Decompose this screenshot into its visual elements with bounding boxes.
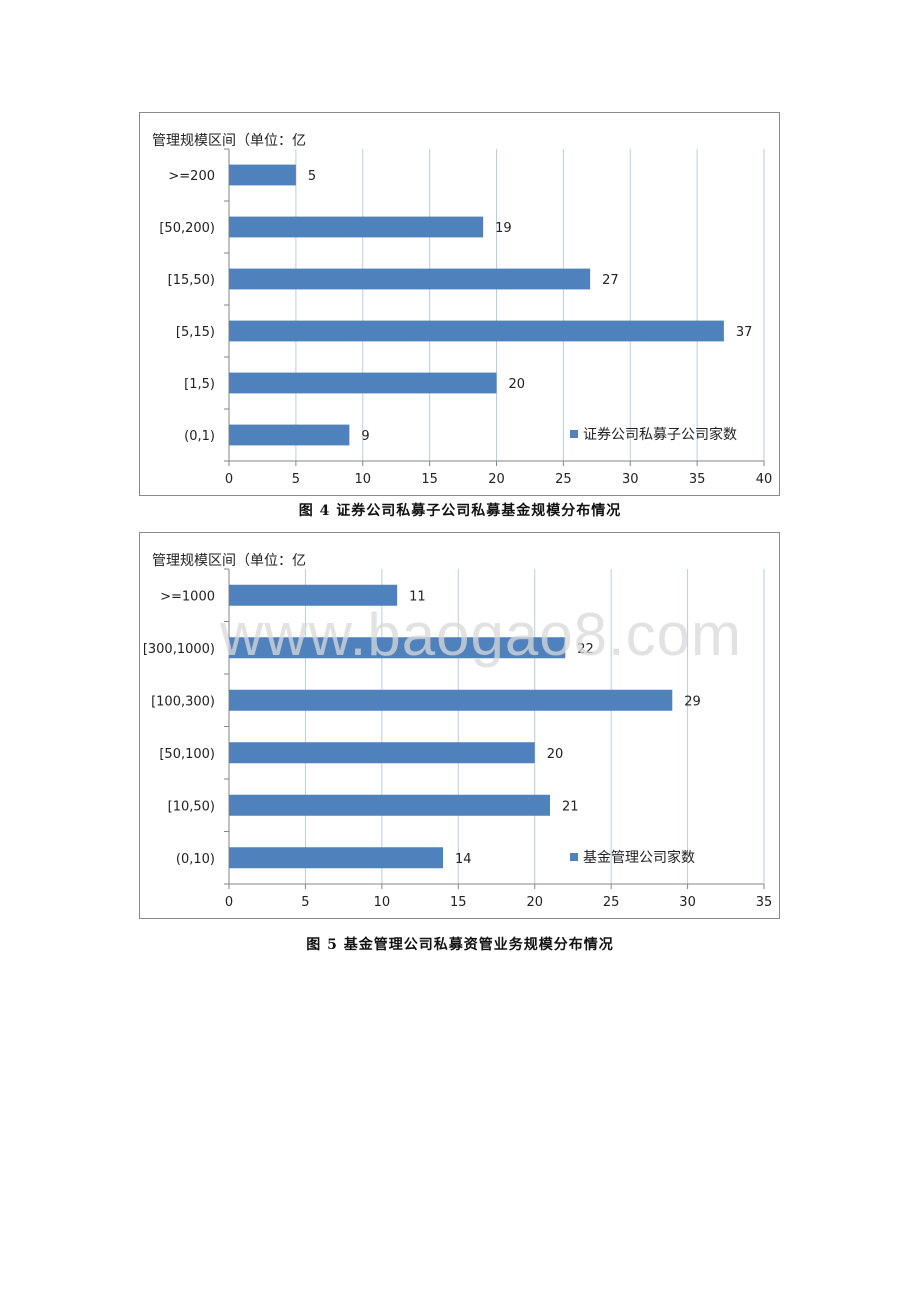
bar-4 — [229, 794, 550, 816]
bar-0 — [229, 584, 398, 606]
bar-5 — [229, 424, 350, 446]
x-tick-label: 0 — [225, 472, 233, 487]
category-label: [50,200) — [159, 221, 215, 236]
x-tick-label: 25 — [603, 895, 620, 910]
x-tick-label: 15 — [421, 472, 438, 487]
x-tick-label: 5 — [292, 472, 300, 487]
x-tick-label: 15 — [450, 895, 467, 910]
category-label: (0,1) — [184, 429, 215, 444]
bar-3 — [229, 742, 535, 764]
category-label: [5,15) — [176, 325, 215, 340]
category-label: [15,50) — [168, 273, 215, 288]
bar-2 — [229, 689, 673, 711]
data-label: 37 — [736, 325, 753, 340]
bar-1 — [229, 637, 566, 659]
x-tick-label: 5 — [301, 895, 309, 910]
legend-label: 证券公司私募子公司家数 — [583, 426, 737, 443]
x-tick-label: 20 — [488, 472, 505, 487]
category-label: >=1000 — [160, 589, 215, 604]
data-label: 14 — [455, 852, 472, 867]
category-label: [300,1000) — [143, 642, 215, 657]
x-tick-label: 0 — [225, 895, 233, 910]
legend-swatch — [570, 853, 578, 861]
bar-4 — [229, 372, 497, 394]
legend-label: 基金管理公司家数 — [583, 849, 695, 866]
category-label: [50,100) — [159, 747, 215, 762]
x-tick-label: 30 — [679, 895, 696, 910]
category-label: [10,50) — [168, 799, 215, 814]
x-tick-label: 10 — [374, 895, 391, 910]
x-tick-label: 30 — [622, 472, 639, 487]
chart-1-svg: 管理规模区间（单位：亿 0 5 10 15 20 25 30 35 40 >=200 5 [50,200… — [152, 133, 773, 487]
chart-2-fund-management-companies: 管理规模区间（单位：亿 0 5 10 15 20 25 30 35 >=1000 11 [300,10… — [139, 532, 780, 919]
bar-3 — [229, 320, 724, 342]
category-label: [1,5) — [184, 377, 215, 392]
legend-swatch — [570, 430, 578, 438]
data-label: 27 — [602, 273, 619, 288]
data-label: 21 — [562, 799, 579, 814]
category-label: [100,300) — [151, 694, 215, 709]
bar-1 — [229, 216, 484, 238]
data-label: 20 — [509, 377, 526, 392]
x-tick-label: 20 — [526, 895, 543, 910]
x-tick-label: 25 — [555, 472, 572, 487]
x-tick-label: 10 — [354, 472, 371, 487]
x-tick-label: 35 — [689, 472, 706, 487]
data-label: 9 — [361, 429, 369, 444]
category-label: (0,10) — [176, 852, 215, 867]
chart-2-svg: 管理规模区间（单位：亿 0 5 10 15 20 25 30 35 >=1000 11 [300,10… — [143, 553, 773, 910]
figure-5-caption: 图 5 基金管理公司私募资管业务规模分布情况 — [306, 937, 614, 953]
bar-0 — [229, 164, 296, 186]
data-label: 5 — [308, 169, 316, 184]
data-label: 19 — [495, 221, 512, 236]
x-tick-label: 35 — [756, 895, 773, 910]
data-label: 20 — [547, 747, 564, 762]
chart-1-securities-private-subsidiaries: 管理规模区间（单位：亿 0 5 10 15 20 25 30 35 40 >=200 5 [50,200… — [139, 112, 780, 496]
category-label: >=200 — [168, 169, 215, 184]
chart-title: 管理规模区间（单位：亿 — [152, 133, 306, 149]
bar-5 — [229, 847, 443, 869]
data-label: 11 — [409, 589, 426, 604]
chart-title: 管理规模区间（单位：亿 — [152, 553, 306, 569]
bar-2 — [229, 268, 591, 290]
data-label: 22 — [577, 642, 594, 657]
data-label: 29 — [684, 694, 701, 709]
figure-4-caption: 图 4 证券公司私募子公司私募基金规模分布情况 — [298, 503, 622, 519]
x-tick-label: 40 — [756, 472, 773, 487]
